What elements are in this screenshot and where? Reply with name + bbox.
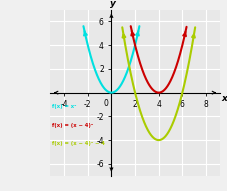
Text: f(x) = (x − 4)² − 4: f(x) = (x − 4)² − 4 (52, 141, 105, 146)
Text: x: x (221, 94, 227, 103)
Text: f(x) = x²: f(x) = x² (52, 104, 77, 109)
Text: f(x) = (x − 4)²: f(x) = (x − 4)² (52, 123, 94, 128)
Text: 0: 0 (104, 99, 109, 108)
Text: y: y (110, 0, 116, 8)
